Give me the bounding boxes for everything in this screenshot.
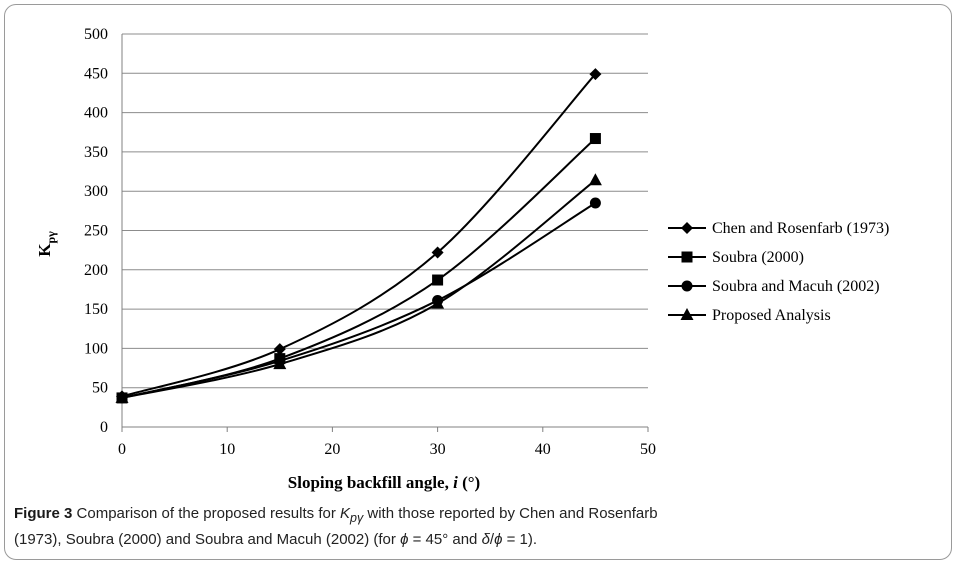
y-tick-label: 500 bbox=[84, 26, 108, 43]
y-axis-title: Kpγ bbox=[35, 231, 58, 257]
x-tick-label: 0 bbox=[118, 441, 126, 458]
x-tick-label: 10 bbox=[219, 441, 235, 458]
y-tick-label: 200 bbox=[84, 262, 108, 279]
data-point-diamond bbox=[273, 343, 286, 356]
data-point-circle bbox=[589, 197, 601, 209]
legend-label-circle: Soubra and Macuh (2002) bbox=[712, 278, 880, 295]
legend-label-triangle: Proposed Analysis bbox=[712, 307, 831, 324]
grid-lines bbox=[122, 33, 648, 389]
legend: Chen and Rosenfarb (1973) Soubra (2000) So… bbox=[668, 220, 889, 324]
x-tick-label: 30 bbox=[430, 441, 446, 458]
series-line-square bbox=[121, 137, 597, 399]
data-point-triangle bbox=[115, 390, 129, 403]
data-point-diamond bbox=[431, 246, 444, 259]
x-tick-label: 20 bbox=[324, 441, 340, 458]
x-axis-title: Sloping backfill angle, i (°) bbox=[288, 473, 480, 492]
legend-marker-square bbox=[681, 251, 693, 263]
y-tick-label: 450 bbox=[84, 65, 108, 82]
legend-label-square: Soubra (2000) bbox=[712, 249, 804, 266]
data-point-triangle bbox=[431, 296, 445, 309]
data-point-square bbox=[432, 274, 444, 286]
y-tick-labels: 0 50 100 150 200 250 300 350 400 450 500 bbox=[84, 26, 108, 436]
axes bbox=[121, 34, 649, 432]
legend-marker-triangle bbox=[680, 308, 694, 320]
y-tick-label: 100 bbox=[84, 340, 108, 357]
y-tick-label: 150 bbox=[84, 301, 108, 318]
series-line-circle bbox=[121, 202, 596, 399]
data-point-triangle bbox=[273, 357, 287, 370]
x-tick-label: 50 bbox=[640, 441, 656, 458]
data-point-square bbox=[589, 133, 601, 145]
x-tick-labels: 0 10 20 30 40 50 bbox=[118, 441, 656, 458]
series-line-triangle bbox=[121, 179, 597, 399]
series-line-diamond bbox=[121, 73, 597, 398]
y-tick-label: 350 bbox=[84, 144, 108, 161]
y-tick-label: 300 bbox=[84, 183, 108, 200]
legend-marker-circle bbox=[681, 280, 693, 292]
x-tick-label: 40 bbox=[535, 441, 551, 458]
chart: 0 50 100 150 200 250 300 350 400 450 500 0 10 20 30 40… bbox=[35, 26, 889, 492]
data-point-triangle bbox=[588, 173, 602, 186]
y-tick-label: 0 bbox=[100, 419, 108, 436]
series-group bbox=[115, 68, 602, 404]
y-tick-label: 250 bbox=[84, 223, 108, 240]
legend-label-diamond: Chen and Rosenfarb (1973) bbox=[712, 220, 889, 237]
y-tick-label: 50 bbox=[92, 380, 108, 397]
data-point-diamond bbox=[589, 68, 602, 81]
figure-frame bbox=[4, 4, 952, 560]
legend-marker-diamond bbox=[681, 222, 693, 234]
figure-caption: Figure 3 Comparison of the proposed resu… bbox=[14, 505, 658, 548]
y-tick-label: 400 bbox=[84, 105, 108, 122]
caption-label: Figure 3 bbox=[14, 505, 73, 522]
